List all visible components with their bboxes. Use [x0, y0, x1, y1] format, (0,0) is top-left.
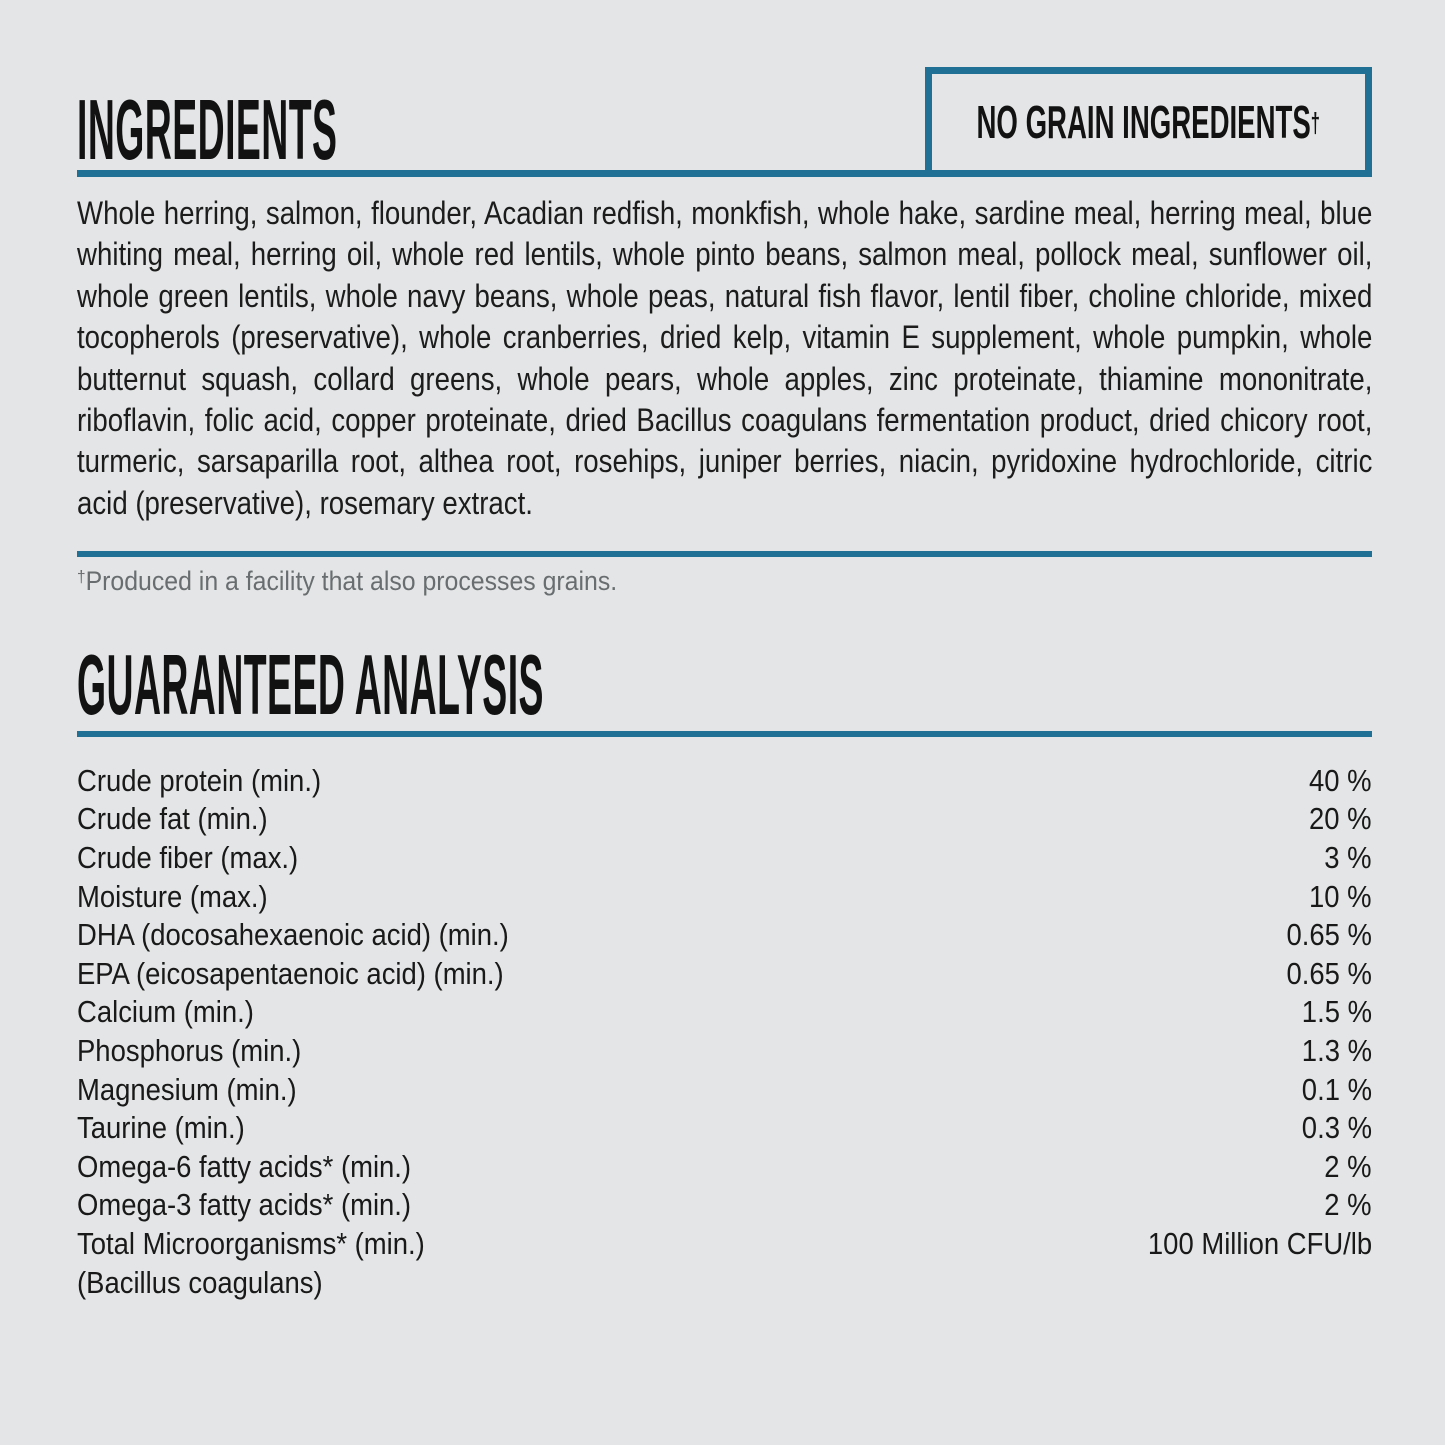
no-grain-badge-text: NO GRAIN INGREDIENTS†: [977, 95, 1321, 149]
analysis-row: Crude protein (min.) 40 %: [77, 762, 1372, 801]
footnote-dagger-icon: †: [77, 567, 86, 586]
ingredients-paragraph-wrap: Whole herring, salmon, flounder, Acadian…: [77, 193, 1372, 524]
grain-footnote: †Produced in a facility that also proces…: [77, 566, 617, 597]
no-grain-badge: NO GRAIN INGREDIENTS†: [925, 67, 1372, 177]
no-grain-badge-label: NO GRAIN INGREDIENTS: [976, 96, 1312, 148]
ingredients-heading: INGREDIENTS: [77, 88, 669, 173]
analysis-row-value: 0.65 %: [1286, 918, 1372, 953]
analysis-row: Calcium (min.) 1.5 %: [77, 994, 1372, 1033]
analysis-row-value: 10 %: [1309, 879, 1372, 914]
grain-footnote-text: Produced in a facility that also process…: [85, 566, 618, 596]
analysis-row-label: Omega-6 fatty acids* (min.): [77, 1149, 412, 1184]
analysis-row-value: 3 %: [1324, 840, 1372, 875]
footnote-divider: [77, 551, 1372, 557]
analysis-row: Phosphorus (min.) 1.3 %: [77, 1032, 1372, 1071]
analysis-row-value: 1.3 %: [1301, 1033, 1372, 1068]
analysis-row-value: 2 %: [1324, 1188, 1372, 1223]
analysis-heading-text: GUARANTEED ANALYSIS: [77, 638, 544, 733]
analysis-row-value: 20 %: [1309, 802, 1372, 837]
analysis-row: Crude fat (min.) 20 %: [77, 801, 1372, 840]
analysis-row-value: 0.1 %: [1301, 1072, 1372, 1107]
analysis-row-value: 0.3 %: [1301, 1111, 1372, 1146]
analysis-row: (Bacillus coagulans): [77, 1264, 1372, 1303]
analysis-row-label: Crude protein (min.): [77, 763, 322, 798]
ingredients-paragraph: Whole herring, salmon, flounder, Acadian…: [77, 195, 1373, 521]
analysis-row-label: (Bacillus coagulans): [77, 1265, 323, 1300]
analysis-row: Moisture (max.) 10 %: [77, 878, 1372, 917]
dagger-icon: †: [1311, 107, 1321, 138]
analysis-row: Magnesium (min.) 0.1 %: [77, 1071, 1372, 1110]
analysis-row-label: Moisture (max.): [77, 879, 268, 914]
analysis-row: Total Microorganisms* (min.) 100 Million…: [77, 1225, 1372, 1264]
analysis-row-label: Crude fiber (max.): [77, 840, 299, 875]
analysis-row-label: Crude fat (min.): [77, 802, 268, 837]
analysis-row-value: 2 %: [1324, 1149, 1372, 1184]
analysis-row-label: EPA (eicosapentaenoic acid) (min.): [77, 956, 504, 991]
analysis-row-label: DHA (docosahexaenoic acid) (min.): [77, 918, 509, 953]
analysis-row-value: 0.65 %: [1286, 956, 1372, 991]
analysis-row: Taurine (min.) 0.3 %: [77, 1109, 1372, 1148]
analysis-table: Crude protein (min.) 40 % Crude fat (min…: [77, 762, 1372, 1302]
analysis-row: Omega-3 fatty acids* (min.) 2 %: [77, 1187, 1372, 1226]
analysis-row-value: 1.5 %: [1301, 995, 1372, 1030]
analysis-row: Omega-6 fatty acids* (min.) 2 %: [77, 1148, 1372, 1187]
ingredients-heading-text: INGREDIENTS: [77, 83, 338, 178]
analysis-row-label: Taurine (min.): [77, 1111, 245, 1146]
analysis-row-value: 100 Million CFU/lb: [1147, 1226, 1372, 1261]
analysis-row-label: Magnesium (min.): [77, 1072, 297, 1107]
analysis-row: DHA (docosahexaenoic acid) (min.) 0.65 %: [77, 916, 1372, 955]
analysis-row-label: Total Microorganisms* (min.): [77, 1226, 425, 1261]
analysis-divider: [77, 731, 1372, 737]
analysis-row: Crude fiber (max.) 3 %: [77, 839, 1372, 878]
analysis-row-label: Omega-3 fatty acids* (min.): [77, 1188, 412, 1223]
analysis-row: EPA (eicosapentaenoic acid) (min.) 0.65 …: [77, 955, 1372, 994]
analysis-row-label: Calcium (min.): [77, 995, 254, 1030]
analysis-heading: GUARANTEED ANALYSIS: [77, 643, 1138, 728]
analysis-row-label: Phosphorus (min.): [77, 1033, 302, 1068]
analysis-row-value: 40 %: [1309, 763, 1372, 798]
ingredients-divider: [77, 170, 1372, 177]
